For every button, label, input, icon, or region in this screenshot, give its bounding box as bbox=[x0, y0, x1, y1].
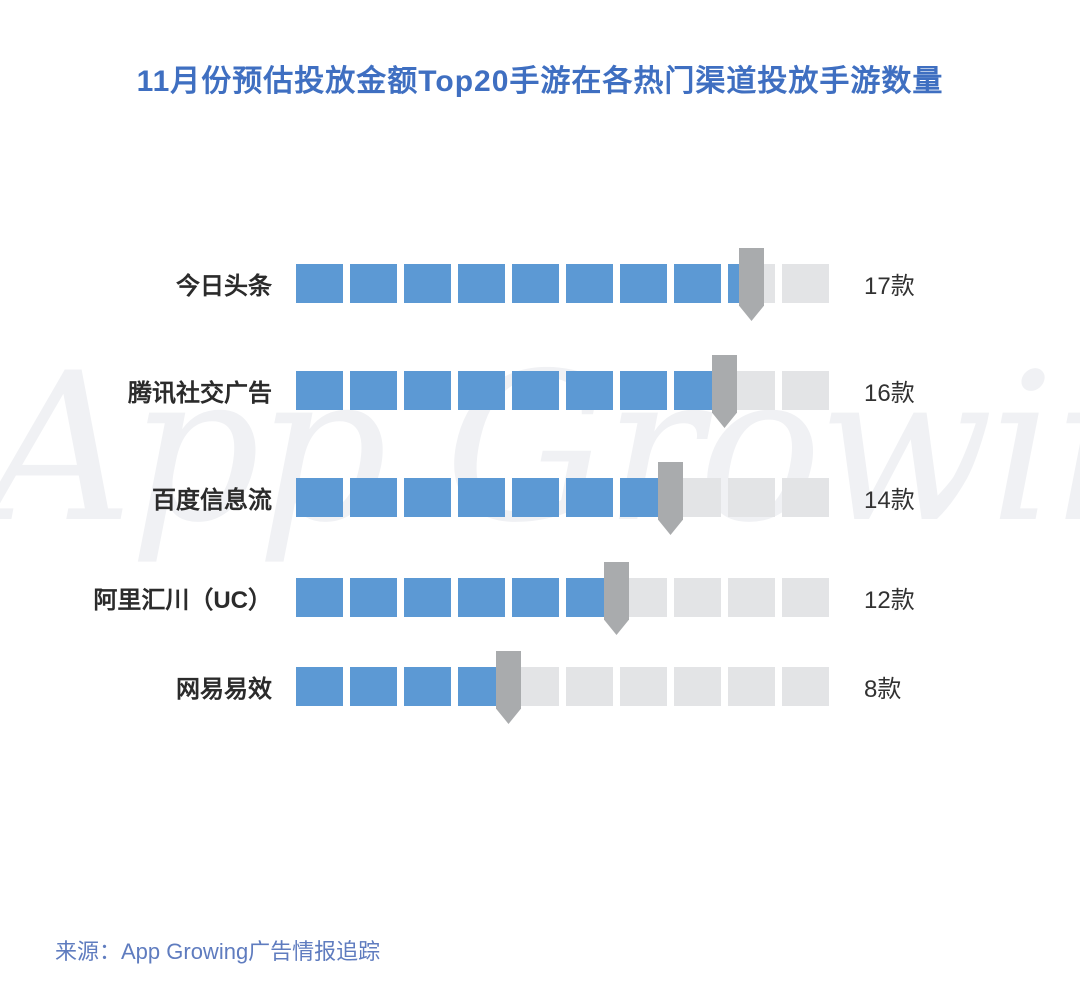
bar-square-filled bbox=[296, 264, 343, 303]
channel-label: 今日头条 bbox=[176, 273, 272, 300]
chart-row: 今日头条 17款 bbox=[40, 248, 915, 321]
bar-square-filled bbox=[458, 578, 505, 617]
bar-square-empty bbox=[782, 478, 829, 517]
bar-square-filled bbox=[566, 371, 613, 410]
bar-square-empty bbox=[728, 478, 775, 517]
bar-square-filled bbox=[512, 264, 559, 303]
bar-square-empty bbox=[620, 667, 667, 706]
chart-title: 11月份预估投放金额Top20手游在各热门渠道投放手游数量 bbox=[136, 65, 944, 98]
bar-square-empty bbox=[566, 667, 613, 706]
bar-square-filled bbox=[566, 264, 613, 303]
chart-row: 阿里汇川（UC） 12款 bbox=[40, 562, 915, 635]
app-growing-watermark: App Growing bbox=[0, 330, 1080, 568]
bar-square-filled bbox=[674, 264, 721, 303]
bar-track bbox=[296, 462, 829, 535]
bar-square-filled bbox=[458, 264, 505, 303]
channel-label: 腾讯社交广告 bbox=[128, 380, 272, 407]
position-marker-icon bbox=[604, 562, 629, 635]
bar-square-filled bbox=[512, 578, 559, 617]
position-marker-icon bbox=[496, 651, 521, 724]
channel-label: 阿里汇川（UC） bbox=[93, 587, 272, 614]
position-marker-icon bbox=[739, 248, 764, 321]
bar-square-filled bbox=[512, 371, 559, 410]
bar-square-empty bbox=[782, 264, 829, 303]
bar-square-filled bbox=[404, 371, 451, 410]
bar-square-filled bbox=[350, 667, 397, 706]
count-label: 16款 bbox=[864, 380, 915, 407]
count-label: 8款 bbox=[864, 676, 902, 703]
bar-square-filled bbox=[404, 478, 451, 517]
bar-square-empty bbox=[728, 578, 775, 617]
bar-square-empty bbox=[782, 371, 829, 410]
chart-row: 腾讯社交广告 16款 bbox=[40, 355, 915, 428]
bar-square-empty bbox=[674, 667, 721, 706]
bar-track bbox=[296, 248, 829, 321]
count-label: 17款 bbox=[864, 273, 915, 300]
bar-square-filled bbox=[350, 264, 397, 303]
bar-square-filled bbox=[458, 371, 505, 410]
position-marker-icon bbox=[658, 462, 683, 535]
count-label: 12款 bbox=[864, 587, 915, 614]
bar-square-filled bbox=[404, 264, 451, 303]
bar-track bbox=[296, 355, 829, 428]
bar-square-filled bbox=[512, 478, 559, 517]
bar-track bbox=[296, 651, 829, 724]
source-credit: 来源：App Growing广告情报追踪 bbox=[55, 939, 381, 964]
bar-square-filled bbox=[350, 578, 397, 617]
bar-square-filled bbox=[350, 371, 397, 410]
bar-square-empty bbox=[782, 578, 829, 617]
bar-square-filled bbox=[296, 578, 343, 617]
bar-square-empty bbox=[782, 667, 829, 706]
bar-square-filled bbox=[620, 371, 667, 410]
bar-square-empty bbox=[728, 667, 775, 706]
chart-row: 网易易效 8款 bbox=[40, 651, 902, 724]
bar-square-filled bbox=[296, 371, 343, 410]
chart-row: 百度信息流 14款 bbox=[40, 462, 915, 535]
count-label: 14款 bbox=[864, 487, 915, 514]
bar-square-empty bbox=[674, 578, 721, 617]
bar-square-filled bbox=[458, 478, 505, 517]
bar-square-filled bbox=[350, 478, 397, 517]
bar-square-filled bbox=[296, 478, 343, 517]
position-marker-icon bbox=[712, 355, 737, 428]
channel-label: 百度信息流 bbox=[152, 487, 272, 514]
bar-track bbox=[296, 562, 829, 635]
bar-square-filled bbox=[620, 264, 667, 303]
channel-label: 网易易效 bbox=[176, 676, 272, 703]
bar-square-filled bbox=[566, 478, 613, 517]
bar-square-filled bbox=[404, 578, 451, 617]
bar-square-filled bbox=[296, 667, 343, 706]
bar-square-filled bbox=[404, 667, 451, 706]
